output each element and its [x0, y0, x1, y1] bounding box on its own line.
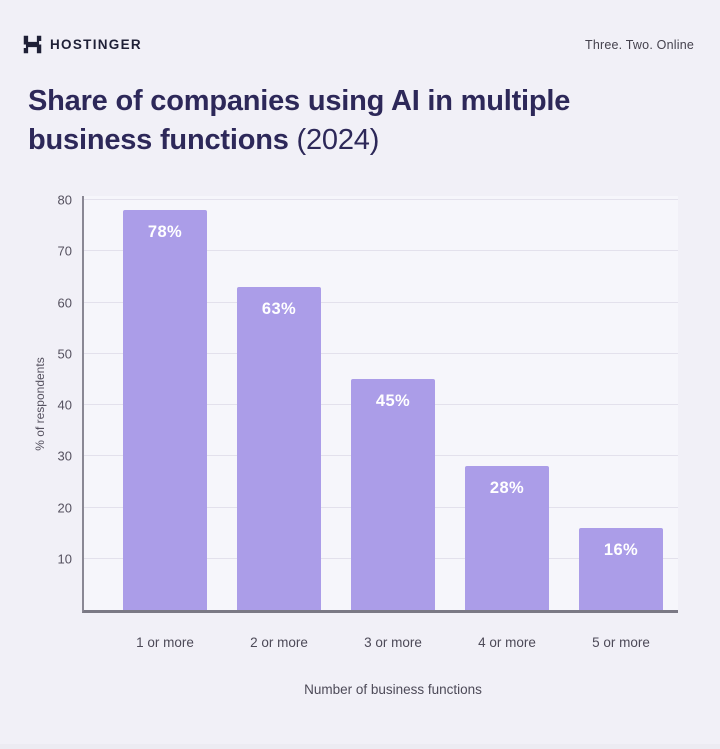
bottom-edge-strip — [0, 744, 720, 749]
bar-value-label: 63% — [261, 300, 297, 318]
y-tick-30: 30 — [57, 448, 72, 464]
gridline-80 — [84, 199, 678, 200]
hostinger-logo: HOSTINGER — [22, 34, 142, 55]
page-title-year: (2024) — [296, 124, 380, 156]
bar-slot: 16% — [564, 196, 678, 610]
page-title-line2-bold: business functions — [28, 124, 289, 156]
bar-2-or-more: 63% — [237, 287, 321, 610]
x-tick-1-or-more: 1 or more — [136, 635, 194, 650]
y-tick-10: 10 — [57, 551, 72, 567]
y-tick-20: 20 — [57, 500, 72, 515]
y-tick-80: 80 — [57, 192, 72, 208]
brand-wordmark: HOSTINGER — [50, 37, 142, 52]
bar-slot: 63% — [222, 196, 336, 610]
bar-4-or-more: 28% — [465, 466, 549, 610]
x-tick-row: 1 or more 2 or more 3 or more 4 or more … — [84, 635, 678, 650]
x-tick-4-or-more: 4 or more — [478, 635, 536, 650]
y-tick-70: 70 — [57, 243, 72, 259]
x-tick-3-or-more: 3 or more — [364, 635, 422, 650]
header-bar: HOSTINGER Three. Two. Online — [22, 34, 694, 55]
bar-3-or-more: 45% — [351, 379, 435, 610]
bar-chart-plot-area: 10 20 30 40 50 60 70 80 78% 63% 45% — [58, 194, 678, 697]
y-axis-title: % of respondents — [33, 357, 47, 451]
bar-value-label: 78% — [147, 223, 183, 241]
y-tick-50: 50 — [57, 346, 72, 362]
bar-value-label: 16% — [603, 541, 639, 559]
x-tick-5-or-more: 5 or more — [592, 635, 650, 650]
gridline-50 — [84, 352, 678, 354]
x-axis-title: Number of business functions — [304, 682, 482, 697]
brand-tagline: Three. Two. Online — [585, 37, 694, 52]
x-tick-2-or-more: 2 or more — [250, 635, 308, 650]
gridline-70 — [84, 250, 678, 252]
bars-container: 78% 63% 45% 28% 16% — [84, 196, 678, 610]
bar-slot: 78% — [108, 196, 222, 610]
bar-5-or-more: 16% — [579, 528, 663, 610]
bar-1-or-more: 78% — [123, 210, 207, 610]
page-title: Share of companies using AI in multiple … — [28, 82, 692, 160]
hostinger-h-icon — [23, 35, 42, 54]
y-tick-60: 60 — [57, 295, 72, 310]
bar-slot: 45% — [336, 196, 450, 610]
bar-slot: 28% — [450, 196, 564, 610]
page-title-line1: Share of companies using AI in multiple — [28, 85, 571, 117]
bar-value-label: 28% — [489, 479, 525, 497]
y-tick-40: 40 — [57, 397, 72, 413]
gridline-60 — [84, 301, 678, 303]
bar-value-label: 45% — [375, 392, 411, 410]
